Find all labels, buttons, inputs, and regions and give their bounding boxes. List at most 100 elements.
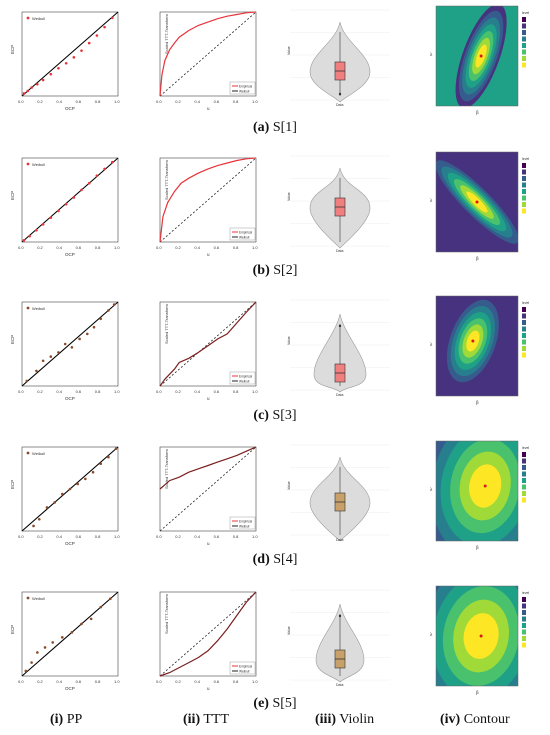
pp-point [61, 492, 64, 496]
column-header-label: (iv) [440, 712, 461, 727]
ttt-x-tick: 1.0 [252, 534, 258, 539]
contour-mle-point [475, 200, 479, 204]
contour-legend-swatch [522, 17, 526, 22]
contour-y-label: λ [430, 52, 433, 57]
violin-outlier [338, 324, 342, 328]
pp-point [36, 82, 39, 86]
contour-plot: β λ level [430, 440, 529, 550]
pp-point [49, 355, 53, 358]
ttt-frame [159, 591, 257, 677]
pp-point [36, 651, 39, 654]
row-2-panels: Weibull 0.0 0.2 0.4 0.6 0.8 1.0 OCP ECP Empirical… [10, 151, 529, 261]
pp-reference-line [21, 11, 119, 97]
ttt-empirical-line [159, 446, 257, 490]
ttt-x-label: u [207, 252, 210, 257]
pp-point [85, 332, 89, 336]
pp-point [28, 234, 31, 238]
subfigure-caption-label: (b) [252, 263, 270, 278]
pp-point [87, 181, 91, 185]
contour-legend-swatch [522, 352, 526, 358]
pp-x-tick: 0.4 [56, 679, 62, 684]
ttt-x-tick: 1.0 [252, 99, 258, 104]
subfigure-caption-label: (c) [253, 408, 269, 423]
pp-point [99, 605, 103, 609]
contour-x-label: β [476, 400, 479, 405]
pp-x-tick: 0.8 [95, 389, 101, 394]
pp-point [95, 174, 99, 177]
ttt-diagonal [159, 591, 257, 677]
subfigure-caption: (b) S[2] [0, 263, 550, 279]
subfigure-caption: (a) S[1] [0, 120, 550, 136]
ttt-y-label: Scaled TTT-Transform [164, 304, 169, 344]
row-1-panels: Weibull 0.0 0.2 0.4 0.6 0.8 1.0 OCP ECP Empirical… [10, 5, 529, 115]
contour-legend-swatch [522, 62, 526, 68]
contour-legend-swatch [522, 478, 526, 483]
pp-point [72, 56, 76, 59]
contour-legend-swatch [522, 629, 526, 635]
contour-plot: β λ level [430, 5, 529, 115]
pp-legend-label: Weibull [32, 596, 45, 601]
violin-y-label: Value [287, 481, 291, 490]
ttt-x-tick: 0.4 [194, 389, 200, 394]
ttt-x-label: u [207, 686, 210, 691]
contour-legend-swatch [522, 202, 526, 207]
contour-field [436, 586, 518, 686]
pp-point [43, 646, 47, 649]
contour-legend-swatch [522, 491, 526, 496]
ttt-x-tick: 0.8 [233, 534, 239, 539]
pp-y-label: ECP [10, 625, 15, 634]
ttt-empirical-line [159, 301, 257, 387]
pp-point [41, 223, 45, 226]
pp-x-tick: 0.0 [18, 534, 24, 539]
ttt-x-tick: 0.0 [156, 245, 162, 250]
ttt-x-tick: 0.2 [175, 245, 181, 250]
pp-point [76, 482, 79, 486]
pp-x-label: OCP [65, 396, 75, 401]
ttt-x-tick: 0.8 [233, 99, 239, 104]
subfigure-caption: (d) S[4] [0, 552, 550, 568]
pp-point [72, 196, 76, 199]
violin-plot: Data Value [287, 155, 390, 253]
column-header: (iv) Contour [440, 712, 510, 728]
contour-legend-swatch [522, 339, 526, 345]
pp-point [25, 379, 29, 383]
contour-legend-swatch [522, 642, 526, 648]
pp-x-tick: 1.0 [114, 679, 120, 684]
subfigure-caption-label: (d) [252, 552, 270, 567]
subfigure-caption-text: S[3] [268, 408, 297, 423]
pp-point [57, 351, 60, 354]
pp-x-tick: 0.2 [37, 679, 43, 684]
pp-point [49, 72, 53, 76]
pp-point [51, 641, 55, 644]
pp-point [107, 309, 110, 312]
pp-point [22, 239, 26, 242]
pp-point [22, 92, 26, 95]
pp-x-label: OCP [65, 541, 75, 546]
contour-legend-swatch [522, 452, 526, 457]
contour-legend-swatch [522, 497, 526, 503]
contour-mle-point [479, 54, 483, 58]
pp-x-tick: 0.8 [95, 245, 101, 250]
contour-legend-swatch [522, 176, 526, 181]
subfigure-caption-text: S[5] [268, 696, 297, 711]
violin-x-label: Data [336, 538, 343, 542]
contour-legend-swatch [522, 195, 526, 201]
pp-point [80, 622, 83, 626]
contour-legend-swatch [522, 333, 526, 338]
ttt-x-label: u [207, 396, 210, 401]
pp-x-tick: 0.0 [18, 389, 24, 394]
contour-legend-swatch [522, 471, 526, 477]
pp-point [64, 61, 68, 65]
pp-frame [21, 11, 119, 97]
contour-mle-point [483, 484, 487, 488]
pp-x-label: OCP [65, 252, 75, 257]
pp-x-tick: 0.4 [56, 389, 62, 394]
pp-frame [21, 301, 119, 387]
pp-point [87, 41, 91, 45]
contour-legend-swatch [522, 484, 526, 490]
contour-legend-swatch [522, 636, 526, 641]
ttt-empirical-line [159, 591, 257, 677]
ttt-x-tick: 0.4 [194, 534, 200, 539]
